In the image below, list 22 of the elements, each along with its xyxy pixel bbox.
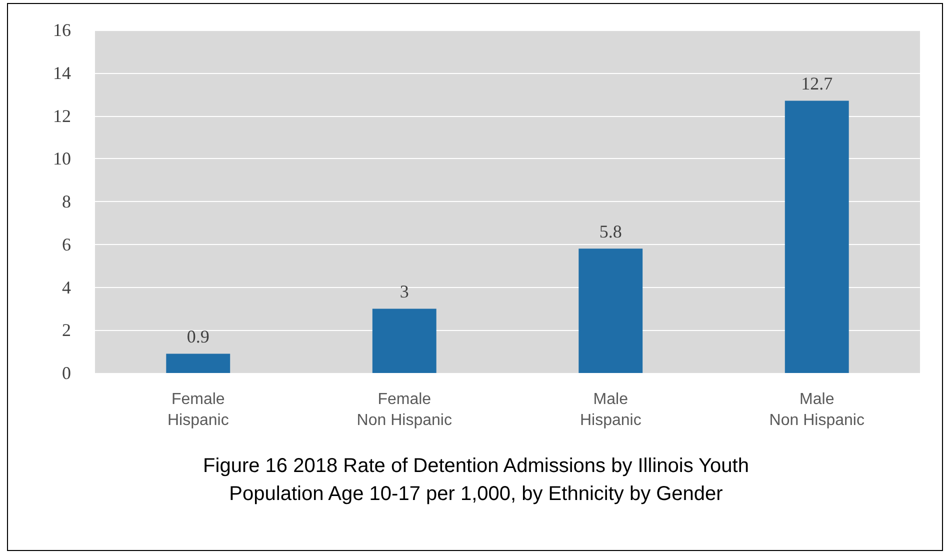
y-tick-label: 4: [62, 277, 71, 298]
data-label: 3: [400, 282, 409, 302]
x-tick-label: Female Hispanic: [167, 391, 229, 429]
y-tick-label: 0: [62, 363, 71, 383]
bar: [166, 354, 230, 373]
y-tick-label: 16: [53, 20, 71, 40]
x-tick-label: Male Hispanic: [580, 391, 642, 429]
y-tick-label: 12: [53, 106, 71, 126]
x-tick-label: Male Non Hispanic: [769, 391, 864, 429]
data-label: 12.7: [801, 74, 833, 94]
bar: [372, 308, 436, 373]
y-tick-label: 10: [53, 148, 71, 169]
y-tick-label: 2: [62, 320, 71, 340]
x-tick-label: Female Non Hispanic: [356, 391, 452, 429]
bar: [578, 248, 643, 373]
y-tick-label: 6: [62, 234, 71, 254]
data-label: 5.8: [599, 222, 622, 242]
y-tick-label: 8: [62, 192, 71, 212]
y-tick-label: 14: [53, 62, 71, 83]
text: Figure 16 2018 Rate of Detention Admissions by Illinois Youth Population Age 10-17 per 1,000, by Ethnicity by Gender: [203, 455, 749, 505]
bar: [784, 100, 849, 373]
data-label: 0.9: [186, 326, 210, 347]
